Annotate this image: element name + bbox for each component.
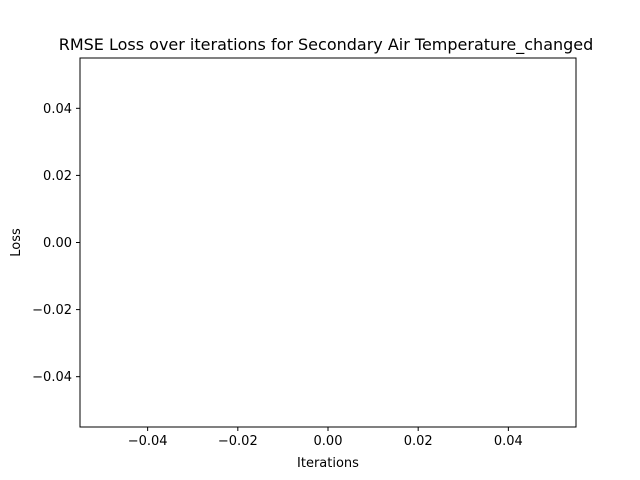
x-tick-label: −0.02 [218, 434, 258, 449]
plot-background [80, 58, 576, 427]
y-tick-label: 0.04 [43, 102, 72, 117]
y-axis-ticks: −0.04 −0.02 0.00 0.02 0.04 [32, 102, 80, 385]
y-tick-label: −0.02 [32, 303, 72, 318]
y-tick-label: −0.04 [32, 370, 72, 385]
plot-area [79, 57, 577, 428]
x-tick-label: 0.02 [404, 434, 433, 449]
y-tick-label: 0.00 [43, 236, 72, 251]
chart-title: RMSE Loss over iterations for Secondary … [59, 35, 594, 55]
y-axis-label: Loss [9, 228, 24, 257]
y-tick-label: 0.02 [43, 169, 72, 184]
x-tick-label: 0.00 [314, 434, 343, 449]
x-tick-label: −0.04 [128, 434, 168, 449]
x-tick-label: 0.04 [494, 434, 523, 449]
x-axis-label: Iterations [297, 456, 359, 471]
x-axis-ticks: −0.04 −0.02 0.00 0.02 0.04 [128, 427, 523, 449]
